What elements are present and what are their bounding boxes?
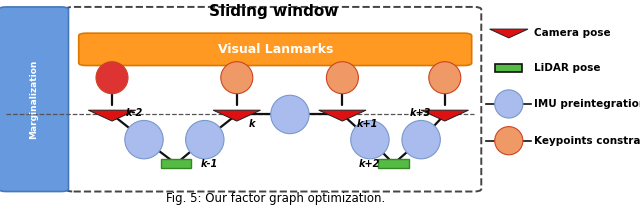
Ellipse shape xyxy=(125,121,163,159)
Text: Marginalization: Marginalization xyxy=(29,60,38,139)
Text: Sliding window: Sliding window xyxy=(209,4,338,19)
Text: LiDAR pose: LiDAR pose xyxy=(534,63,601,73)
FancyBboxPatch shape xyxy=(0,7,68,192)
Polygon shape xyxy=(88,110,136,121)
Ellipse shape xyxy=(221,62,253,94)
Polygon shape xyxy=(490,29,528,38)
Ellipse shape xyxy=(402,121,440,159)
Ellipse shape xyxy=(271,95,309,134)
Text: k+2: k+2 xyxy=(358,159,380,169)
Text: k: k xyxy=(248,119,255,129)
Text: Visual Lanmarks: Visual Lanmarks xyxy=(218,43,333,56)
Text: Fig. 5: Our factor graph optimization.: Fig. 5: Our factor graph optimization. xyxy=(166,192,385,205)
Text: Camera pose: Camera pose xyxy=(534,28,611,38)
Ellipse shape xyxy=(495,127,523,155)
Polygon shape xyxy=(421,110,468,121)
Bar xyxy=(161,159,191,168)
Ellipse shape xyxy=(351,121,389,159)
Ellipse shape xyxy=(326,62,358,94)
Ellipse shape xyxy=(186,121,224,159)
Text: Keypoints constrain: Keypoints constrain xyxy=(534,136,640,146)
Bar xyxy=(495,64,522,72)
Polygon shape xyxy=(319,110,366,121)
Text: k-2: k-2 xyxy=(126,108,143,118)
Bar xyxy=(378,159,409,168)
FancyBboxPatch shape xyxy=(79,33,472,66)
Text: IMU preintegration: IMU preintegration xyxy=(534,99,640,109)
Text: k-1: k-1 xyxy=(200,159,218,169)
Polygon shape xyxy=(213,110,260,121)
Ellipse shape xyxy=(429,62,461,94)
Text: k+1: k+1 xyxy=(356,119,378,129)
Text: k+3: k+3 xyxy=(410,108,431,118)
Ellipse shape xyxy=(495,90,523,118)
FancyBboxPatch shape xyxy=(66,7,481,192)
Ellipse shape xyxy=(96,62,128,94)
